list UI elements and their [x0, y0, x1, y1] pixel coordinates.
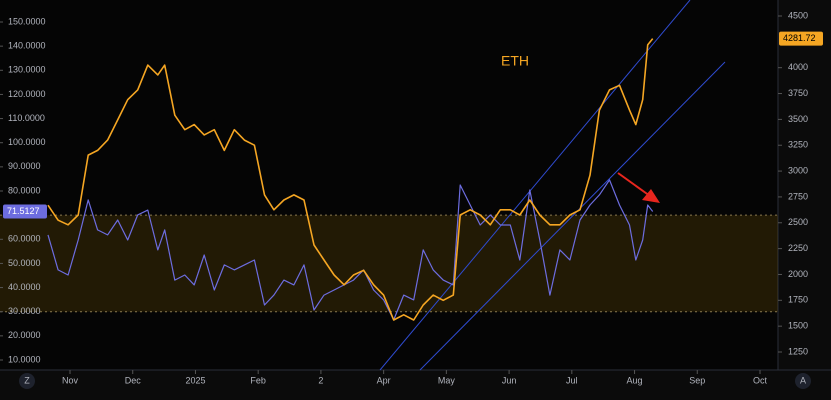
channel-upper	[379, 0, 691, 371]
y-tick-label: 30.0000	[8, 306, 41, 316]
y-tick-label: 140.0000	[8, 41, 46, 51]
y-tick-label: 120.0000	[8, 89, 46, 99]
y-tick-label: 50.0000	[8, 258, 41, 268]
button-left-label[interactable]: Z	[24, 375, 30, 385]
last-price-label: 4281.72	[783, 33, 816, 43]
y2-tick-label: 3000	[788, 165, 808, 175]
y2-tick-label: 1500	[788, 321, 808, 331]
chart-title: ETH	[501, 53, 529, 69]
button-left[interactable]	[19, 373, 35, 389]
x-tick-label: Nov	[62, 375, 79, 385]
x-tick-label: Feb	[250, 375, 266, 385]
plot-area	[0, 0, 778, 370]
series-layer	[47, 38, 654, 321]
y-tick-label: 100.0000	[8, 137, 46, 147]
arrow-shaft	[617, 172, 651, 197]
y-tick-label: 10.0000	[8, 354, 41, 364]
y2-tick-label: 3250	[788, 140, 808, 150]
x-tick-label: Apr	[377, 375, 391, 385]
channel-lower	[419, 61, 726, 371]
button-right[interactable]	[795, 373, 811, 389]
y-tick-label: 80.0000	[8, 185, 41, 195]
y2-tick-label: 2500	[788, 217, 808, 227]
y-tick-label: 110.0000	[8, 113, 45, 123]
y-tick-label: 130.0000	[8, 65, 46, 75]
x-tick-label: Sep	[689, 375, 705, 385]
arrow-head	[642, 189, 660, 203]
y2-tick-label: 2000	[788, 269, 808, 279]
band-fill	[0, 215, 778, 312]
x-tick-label: Jul	[566, 375, 578, 385]
button-right-label[interactable]: A	[800, 375, 806, 385]
y-tick-label: 60.0000	[8, 234, 41, 244]
x-tick-label: 2	[318, 375, 323, 385]
y2-tick-label: 1250	[788, 346, 808, 356]
y2-tick-label: 3750	[788, 88, 808, 98]
x-tick-label: 2025	[185, 375, 205, 385]
last-value-box	[3, 204, 47, 219]
y2-tick-label: 2250	[788, 243, 808, 253]
y2-tick-label: 2750	[788, 191, 808, 201]
x-tick-label: Dec	[125, 375, 142, 385]
x-tick-label: Oct	[753, 375, 768, 385]
x-tick-label: May	[438, 375, 456, 385]
y-tick-label: 40.0000	[8, 282, 41, 292]
last-price-box	[779, 31, 823, 46]
series-line	[47, 38, 654, 321]
y2-tick-label: 3500	[788, 114, 808, 124]
y-tick-label: 150.0000	[8, 16, 46, 26]
series-line	[47, 179, 654, 321]
y-tick-label: 90.0000	[8, 161, 41, 171]
x-tick-label: Aug	[627, 375, 643, 385]
y2-tick-label: 4000	[788, 62, 808, 72]
band-layer	[0, 214, 778, 313]
last-value-label: 71.5127	[7, 206, 40, 216]
y2-tick-label: 1750	[788, 295, 808, 305]
y-tick-label: 20.0000	[8, 330, 41, 340]
y2-tick-label: 4500	[788, 10, 808, 20]
x-tick-label: Jun	[502, 375, 517, 385]
